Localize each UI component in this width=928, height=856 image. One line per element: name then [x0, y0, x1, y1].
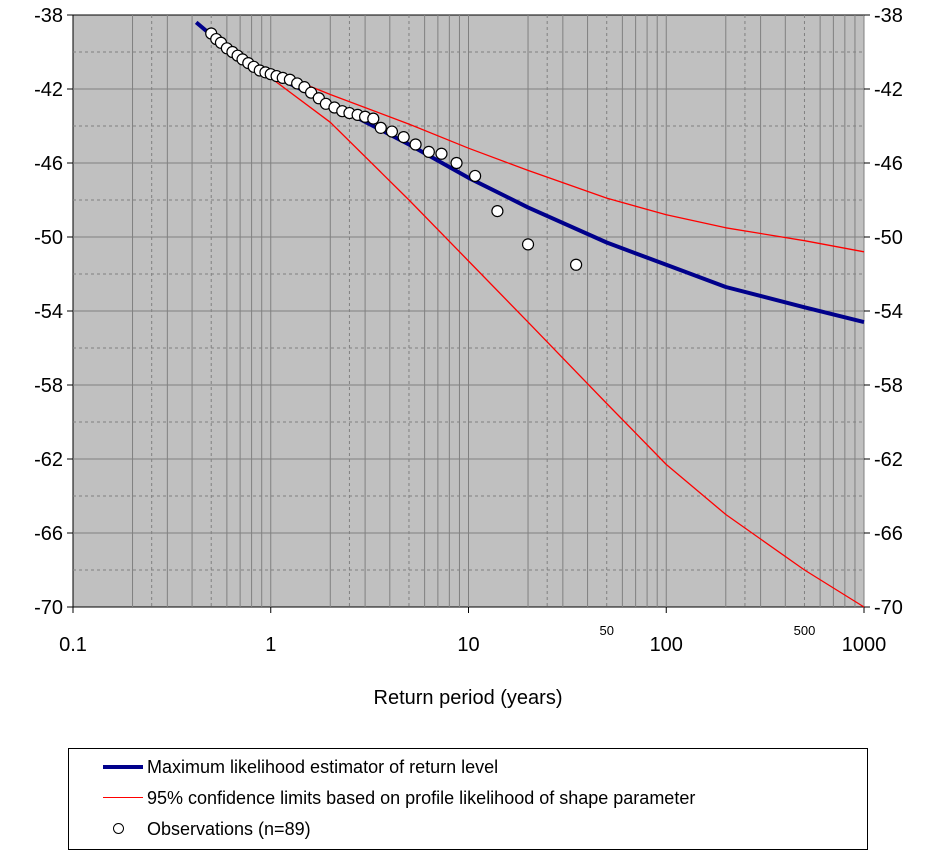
confidence-limit-line	[270, 69, 865, 253]
confidence-limit-line	[270, 77, 865, 608]
y-tick-label-left: -62	[34, 449, 63, 471]
y-tick-label-left: -50	[34, 227, 63, 249]
y-tick-label-left: -46	[34, 153, 63, 175]
axes	[67, 14, 870, 613]
x-minor-tick-label: 500	[794, 623, 816, 638]
y-tick-label-right: -62	[874, 449, 903, 471]
legend-label-observations: Observations (n=89)	[147, 818, 311, 839]
y-tick-label-right: -54	[874, 301, 903, 323]
x-tick-label: 10	[457, 634, 479, 656]
y-tick-label-right: -46	[874, 153, 903, 175]
y-tick-label-left: -70	[34, 597, 63, 619]
observation-point	[397, 131, 410, 144]
legend-label-mle: Maximum likelihood estimator of return l…	[147, 756, 499, 777]
observation-point	[367, 112, 380, 125]
open-circle-icon	[103, 819, 143, 839]
observation-point	[521, 238, 535, 251]
legend-item-mle: Maximum likelihood estimator of return l…	[103, 752, 498, 782]
y-tick-label-left: -54	[34, 301, 63, 323]
tick-labels: -38 -38 -42 -42 -46 -46 -50 -50 -54 -54 -58 -58 -62 -…	[34, 5, 903, 656]
y-tick-label-right: -66	[874, 523, 903, 545]
blue-line-icon	[103, 757, 143, 777]
observation-point	[422, 145, 435, 158]
legend-item-confidence: 95% confidence limits based on profile l…	[103, 783, 695, 813]
legend: Maximum likelihood estimator of return l…	[68, 748, 868, 850]
x-tick-label: 100	[650, 634, 683, 656]
y-tick-label-right: -70	[874, 597, 903, 619]
y-tick-label-left: -42	[34, 79, 63, 101]
x-tick-label: 1000	[842, 634, 887, 656]
y-tick-label-left: -66	[34, 523, 63, 545]
y-tick-label-left: -38	[34, 5, 63, 27]
observation-point	[491, 205, 504, 218]
observation-point	[569, 258, 583, 271]
observation-point	[374, 121, 387, 134]
return-level-chart: -38 -38 -42 -42 -46 -46 -50 -50 -54 -54 -58 -58 -62 -…	[34, 5, 903, 709]
observation-point	[435, 147, 448, 160]
x-axis-title: Return period (years)	[374, 687, 563, 709]
red-line-icon	[103, 788, 143, 808]
observation-point	[409, 138, 422, 151]
x-tick-label: 1	[265, 634, 276, 656]
y-tick-label-right: -42	[874, 79, 903, 101]
y-tick-label-left: -58	[34, 375, 63, 397]
x-tick-label: 0.1	[59, 634, 87, 656]
legend-item-observations: Observations (n=89)	[103, 814, 311, 844]
y-tick-label-right: -58	[874, 375, 903, 397]
legend-label-confidence: 95% confidence limits based on profile l…	[147, 787, 696, 808]
observation-point	[469, 169, 482, 183]
series-layer	[194, 20, 865, 608]
x-minor-tick-label: 50	[599, 623, 613, 638]
observation-point	[385, 125, 399, 138]
y-tick-label-right: -50	[874, 227, 903, 249]
y-tick-label-right: -38	[874, 5, 903, 27]
observation-point	[450, 156, 463, 170]
